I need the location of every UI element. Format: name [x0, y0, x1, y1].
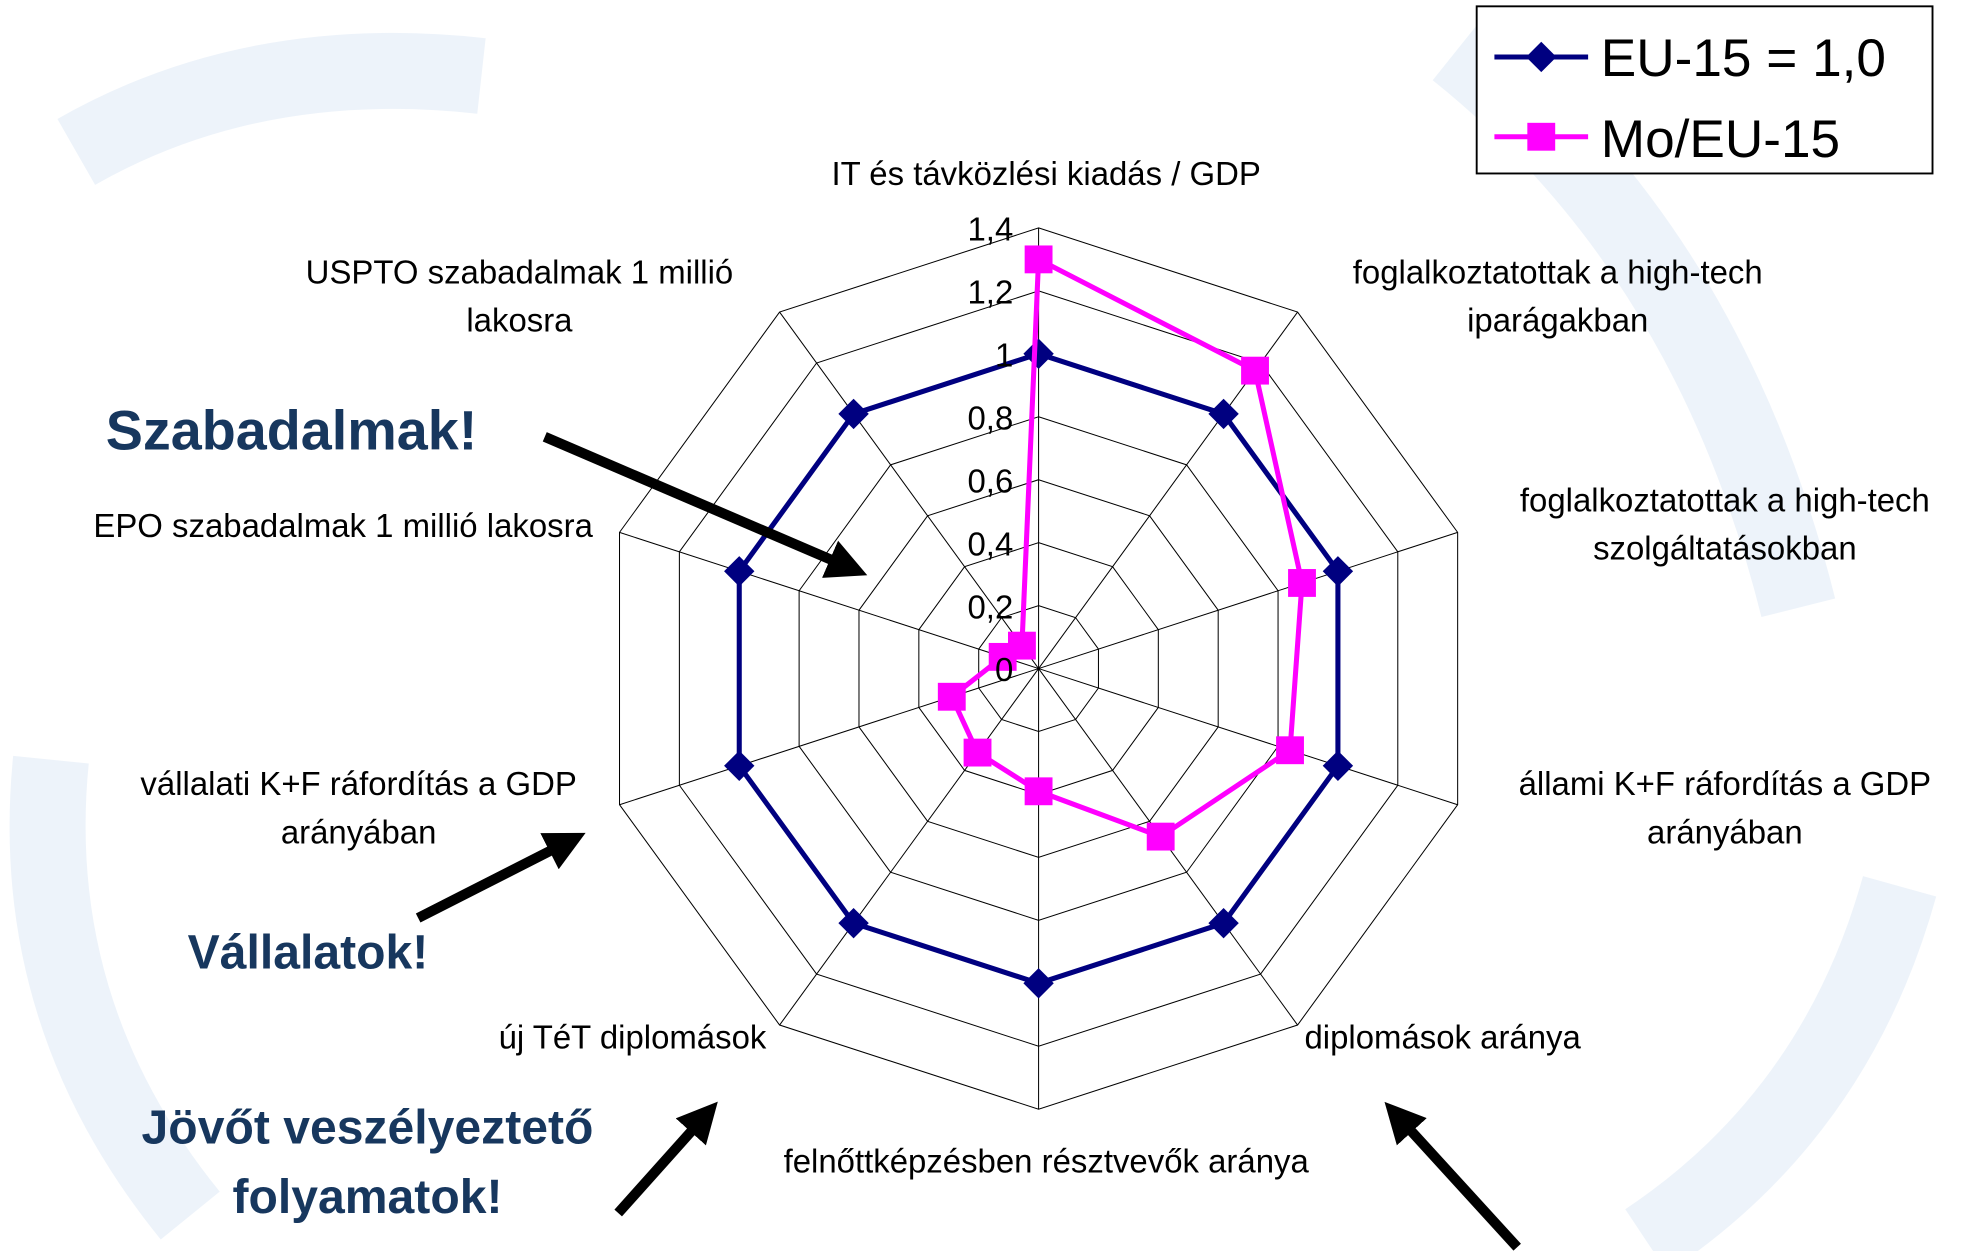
tick-label: 0	[995, 651, 1013, 688]
category-label: EPO szabadalmak 1 millió lakosra	[0, 501, 593, 549]
marker	[1276, 736, 1304, 764]
marker	[1241, 357, 1269, 385]
marker	[1147, 823, 1175, 851]
category-label: vállalati K+F ráfordítás a GDP arányában	[89, 760, 628, 856]
chart: 00,20,40,60,811,21,4 IT és távközlési ki…	[0, 0, 1986, 1251]
category-label: USPTO szabadalmak 1 millió lakosra	[254, 248, 786, 344]
category-box: IT és távközlési kiadás / GDP	[768, 149, 1325, 263]
legend: EU-15 = 1,0 Mo/EU-15	[1477, 6, 1933, 173]
legend-marker	[1527, 123, 1555, 151]
marker	[1288, 569, 1316, 597]
annotation: Jövőt veszélyeztető	[142, 1100, 594, 1154]
tick-label: 0,4	[968, 525, 1014, 562]
category-box: felnőttképzésben résztvevők aránya	[717, 1137, 1375, 1251]
category-box: EPO szabadalmak 1 millió lakosra	[0, 501, 593, 615]
axis-spoke	[1039, 669, 1458, 805]
tick-label: 1	[995, 336, 1013, 373]
category-box: USPTO szabadalmak 1 millió lakosra	[254, 248, 786, 362]
tick-label: 0,6	[968, 462, 1014, 499]
tick-label: 0,2	[968, 588, 1014, 625]
category-box: foglalkoztatottak a high-tech iparágakba…	[1304, 248, 1810, 362]
category-label: IT és távközlési kiadás / GDP	[768, 149, 1325, 197]
marker	[964, 739, 992, 767]
marker	[1023, 339, 1053, 369]
categories: IT és távközlési kiadás / GDP foglalkozta…	[0, 149, 1980, 1251]
category-label: új TéT diplomások	[380, 1013, 766, 1061]
annotation: Szabadalmak!	[106, 399, 478, 461]
axis-spoke	[1039, 532, 1458, 668]
category-label: diplomások aránya	[1304, 1013, 1659, 1061]
annotation: Vállalatok!	[188, 926, 429, 980]
category-box: állami K+F ráfordítás a GDP arányában	[1469, 760, 1981, 874]
annotation: folyamatok!	[232, 1170, 502, 1224]
marker	[1025, 777, 1053, 805]
axis-spoke	[620, 669, 1039, 805]
marker	[938, 683, 966, 711]
category-box: foglalkoztatottak a high-tech szolgáltat…	[1469, 476, 1981, 590]
marker	[1023, 968, 1053, 998]
tick-label: 0,8	[968, 399, 1014, 436]
ticks: 00,20,40,60,811,21,4	[968, 211, 1014, 689]
legend-label: Mo/EU-15	[1601, 110, 1840, 169]
category-box: diplomások aránya	[1304, 1013, 1659, 1127]
category-label: felnőttképzésben résztvevők aránya	[717, 1137, 1375, 1185]
category-label: foglalkoztatottak a high-tech szolgáltat…	[1469, 476, 1981, 572]
category-label: foglalkoztatottak a high-tech iparágakba…	[1304, 248, 1810, 344]
tick-label: 1,2	[968, 274, 1014, 311]
category-label: állami K+F ráfordítás a GDP arányában	[1469, 760, 1981, 856]
legend-label: EU-15 = 1,0	[1601, 29, 1886, 88]
